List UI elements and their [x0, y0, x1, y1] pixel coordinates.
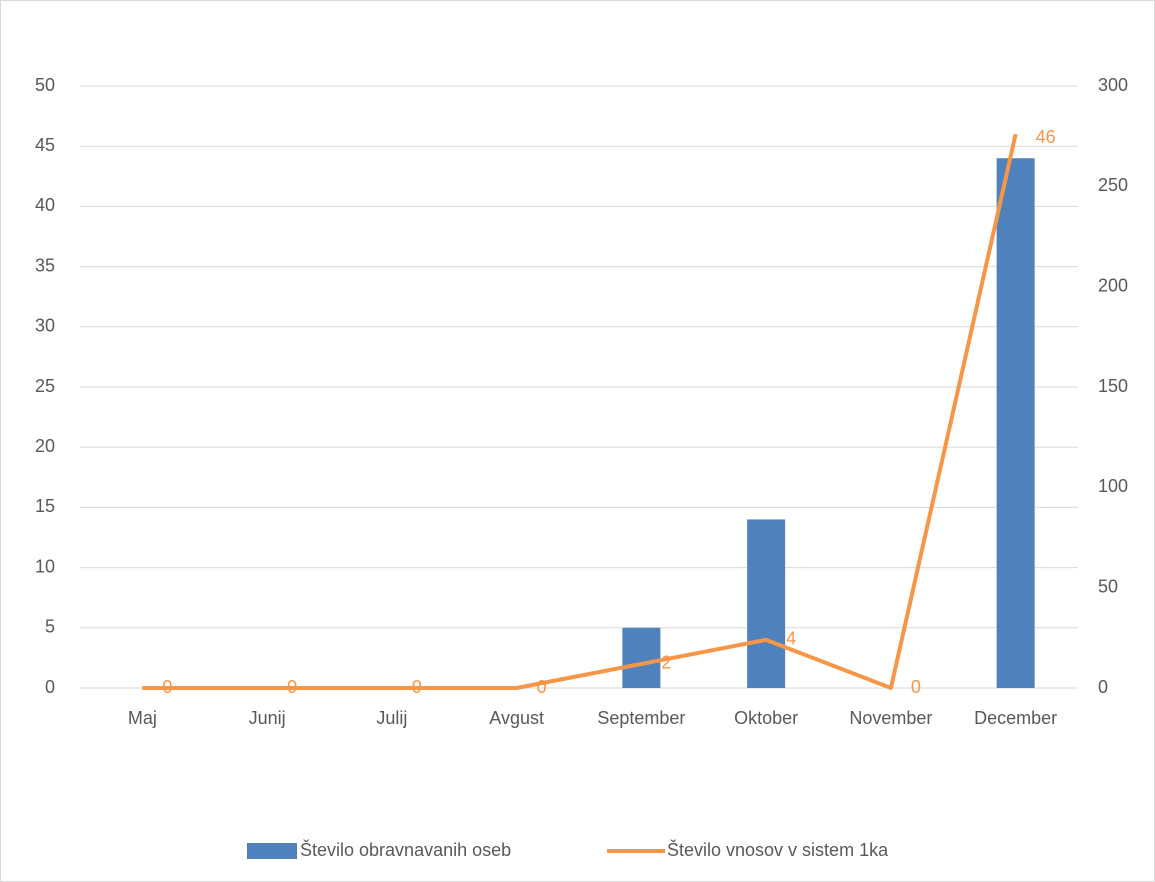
x-tick-label: September [597, 708, 685, 728]
y-tick-label: 40 [35, 195, 55, 215]
data-label: 0 [287, 677, 297, 697]
y-tick-label: 50 [35, 75, 55, 95]
data-label: 0 [537, 677, 547, 697]
line [142, 133, 1018, 690]
data-label: 0 [162, 677, 172, 697]
y-tick-label: 25 [35, 376, 55, 396]
bar [747, 519, 786, 688]
x-tick-label: December [974, 708, 1057, 728]
y2-tick-label: 200 [1098, 275, 1128, 295]
y2-tick-label: 0 [1098, 677, 1108, 697]
data-label: 2 [661, 653, 671, 673]
legend-label: Število vnosov v sistem 1ka [667, 839, 889, 860]
data-label: 0 [911, 677, 921, 697]
bar [996, 158, 1035, 689]
y2-tick-label: 150 [1098, 376, 1128, 396]
x-tick-label: Junij [249, 708, 286, 728]
y2-tick-label: 50 [1098, 576, 1118, 596]
x-tick-label: November [849, 708, 932, 728]
x-tick-label: Julij [376, 708, 407, 728]
y-tick-label: 35 [35, 255, 55, 275]
x-tick-label: Oktober [734, 708, 798, 728]
y-tick-label: 5 [45, 617, 55, 637]
data-label: 4 [786, 629, 796, 649]
data-label: 46 [1036, 127, 1056, 147]
y-tick-label: 20 [35, 436, 55, 456]
x-tick-label: Avgust [489, 708, 544, 728]
y2-tick-label: 250 [1098, 175, 1128, 195]
y-tick-label: 30 [35, 316, 55, 336]
data-label: 0 [412, 677, 422, 697]
bar [622, 627, 661, 688]
legend-label: Število obravnavanih oseb [300, 839, 511, 860]
y-tick-label: 45 [35, 135, 55, 155]
x-tick-label: Maj [128, 708, 157, 728]
y-tick-label: 0 [45, 677, 55, 697]
legend-swatch [247, 843, 297, 859]
y2-tick-label: 300 [1098, 75, 1128, 95]
y-tick-label: 15 [35, 496, 55, 516]
y-tick-label: 10 [35, 556, 55, 576]
y2-tick-label: 100 [1098, 476, 1128, 496]
